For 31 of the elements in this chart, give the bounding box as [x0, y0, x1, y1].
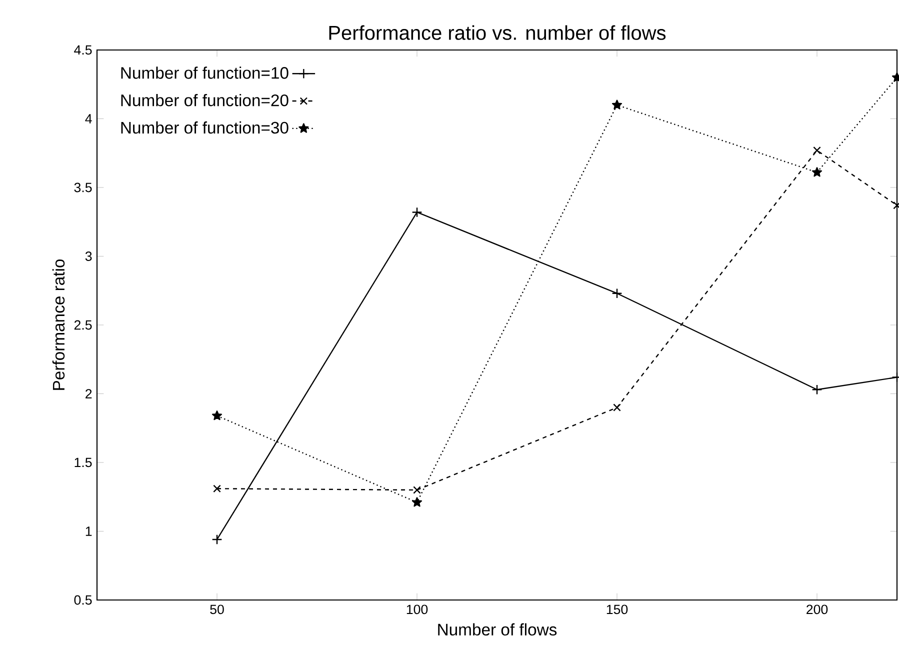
- point: [212, 534, 222, 545]
- x-tick-label: 100: [406, 604, 428, 614]
- y-tick-label: 3: [85, 252, 92, 261]
- y-tick-label: 2: [86, 389, 92, 398]
- legend-label: Number of function=10: [121, 66, 288, 79]
- point: [212, 410, 222, 420]
- y-tick-label: 0.5: [74, 595, 92, 605]
- x-tick-label: 200: [806, 604, 828, 614]
- point: [612, 100, 622, 110]
- point: [613, 404, 621, 412]
- legend-label: Number of function=20: [121, 94, 288, 106]
- point: [812, 384, 822, 395]
- y-tick-label: 1: [86, 526, 92, 536]
- y-tick-label: 2.5: [74, 320, 92, 330]
- y-axis-title: Performance ratio: [52, 259, 65, 390]
- y-tick-label: 4: [85, 114, 92, 124]
- point: [412, 206, 422, 218]
- x-axis-title: Number of flows: [438, 623, 557, 636]
- y-tick-label: 3.5: [74, 182, 92, 192]
- x-tick-label: 150: [606, 604, 628, 614]
- point: [213, 484, 221, 493]
- point: [413, 486, 421, 494]
- point: [612, 288, 622, 299]
- y-tick-label: 4.5: [74, 45, 92, 55]
- chart-title: Performance ratio vs. number of flows: [329, 25, 666, 40]
- y-tick-label: 1.5: [74, 458, 92, 468]
- x-tick-label: 50: [210, 604, 224, 614]
- point: [412, 497, 422, 507]
- point: [813, 146, 821, 154]
- point: [812, 167, 822, 177]
- legend-label: Number of function=30: [121, 121, 288, 134]
